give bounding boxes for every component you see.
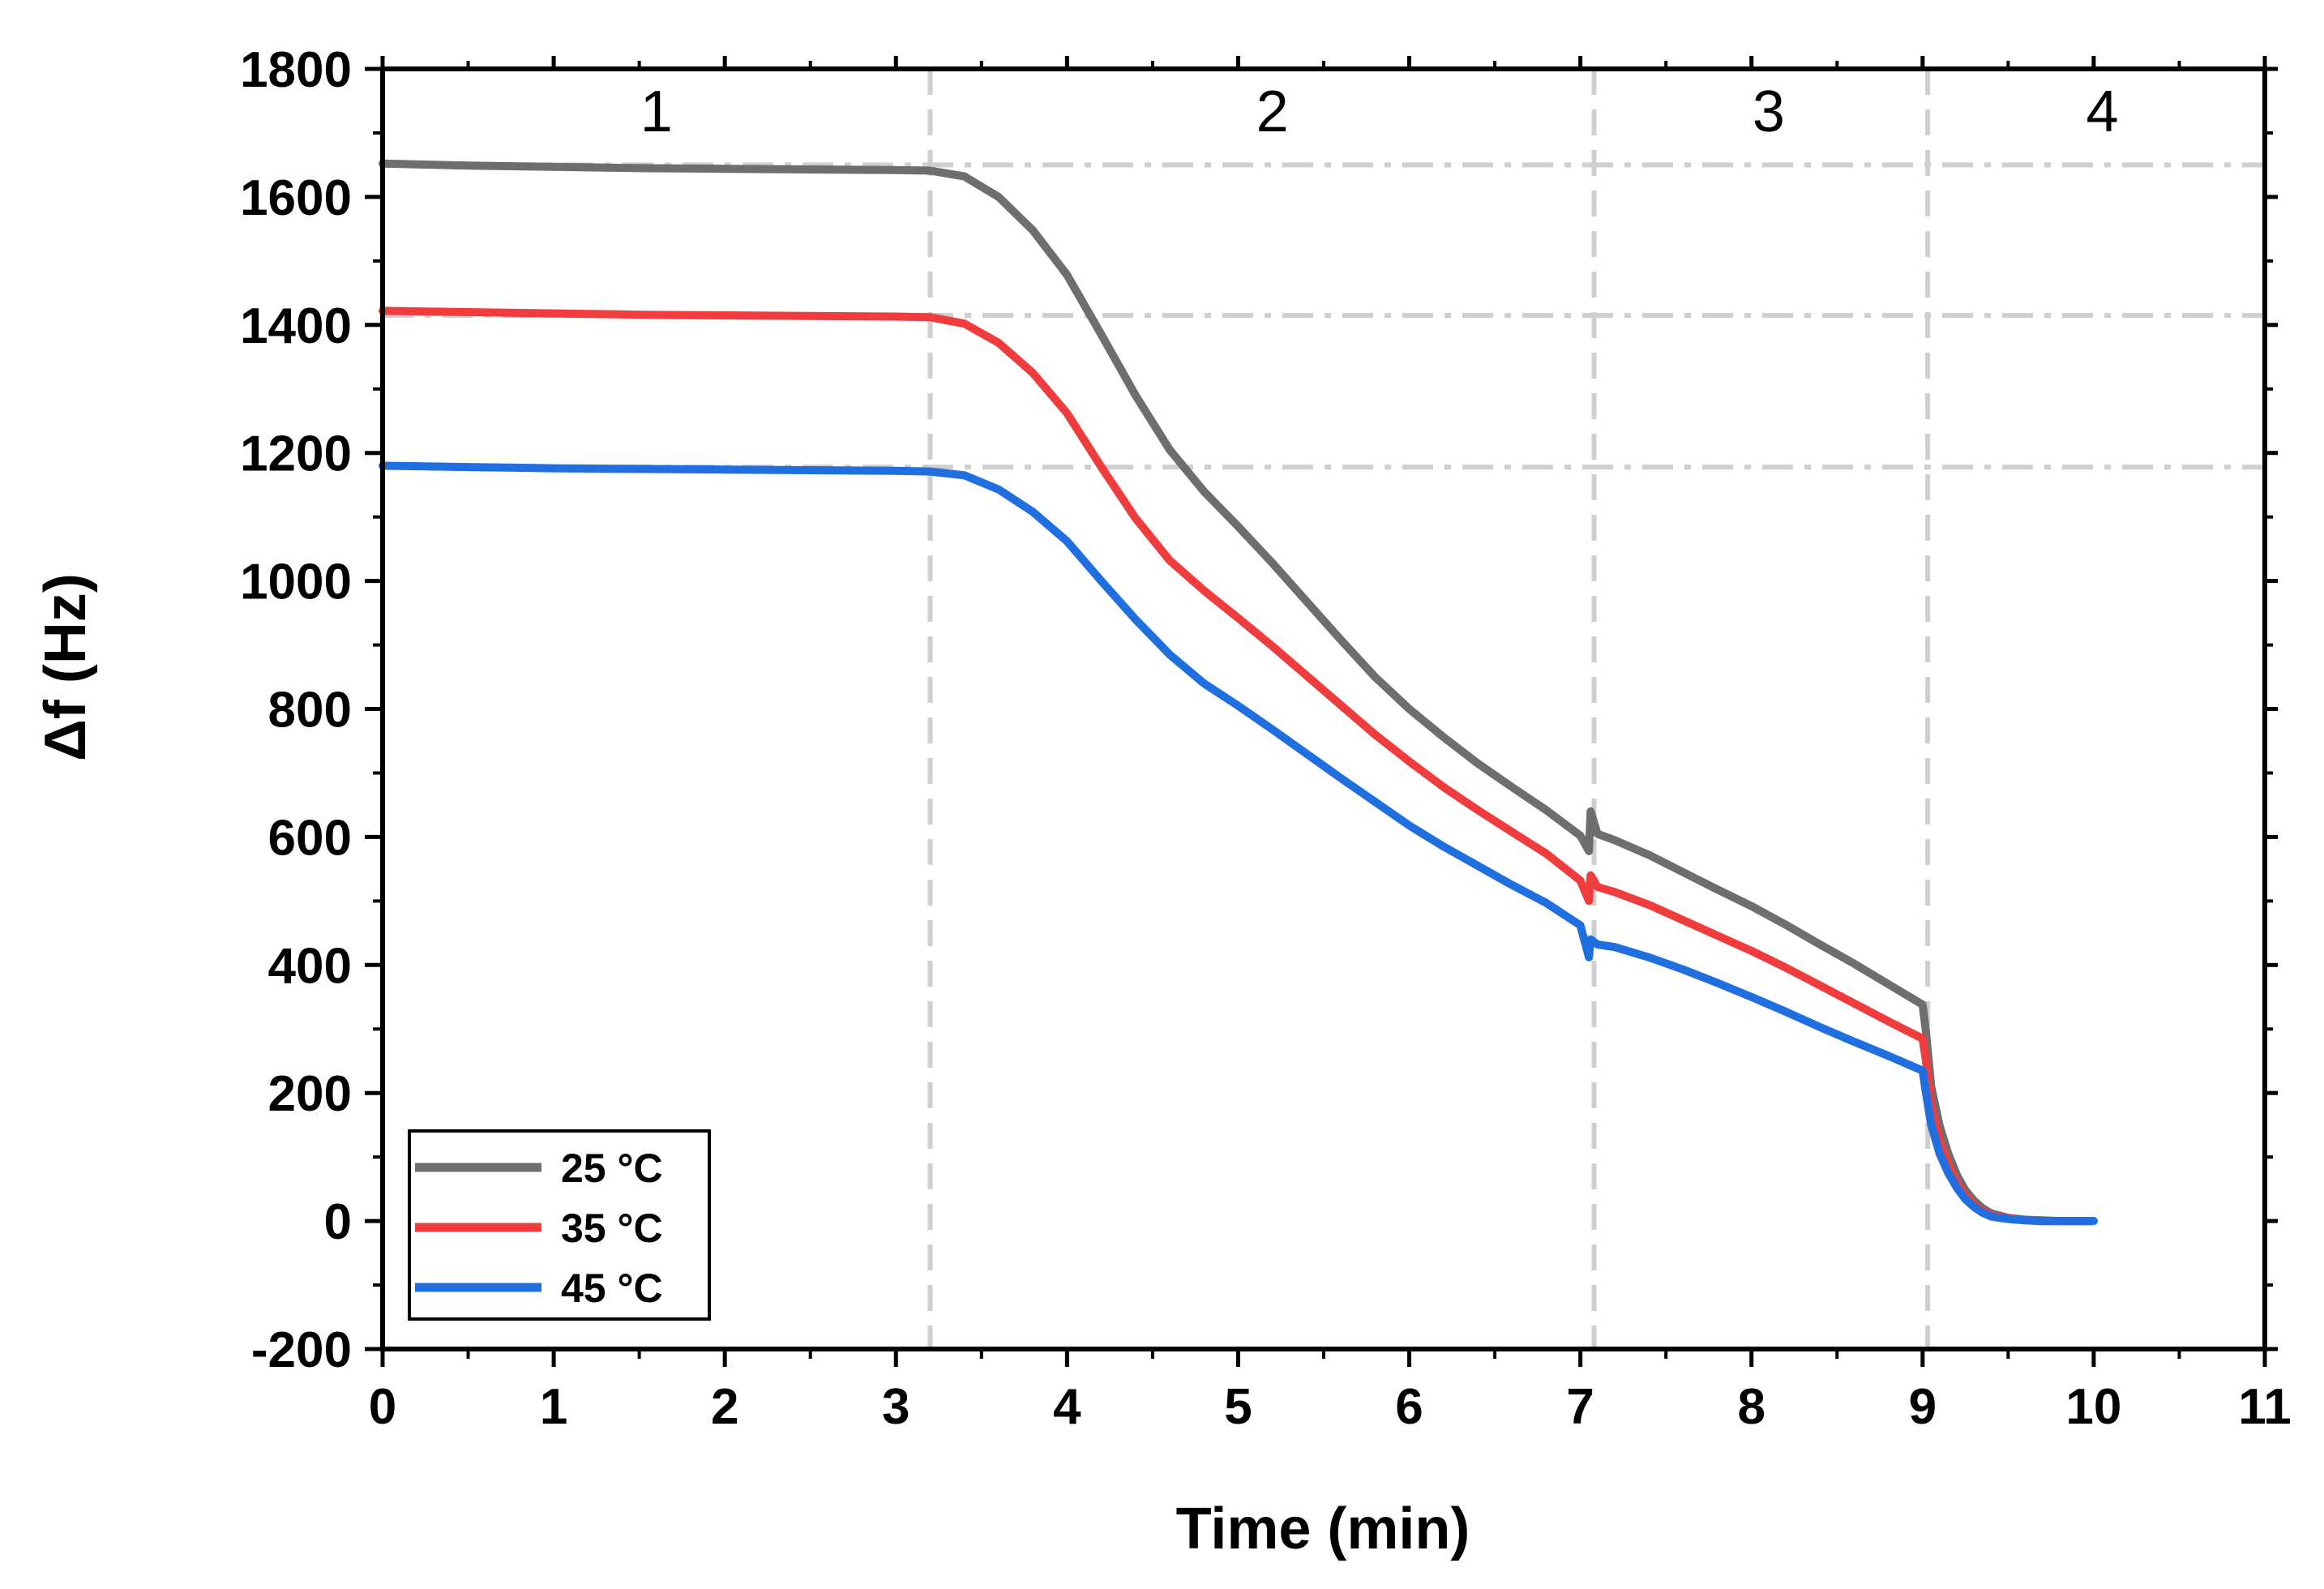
x-axis-title: Time (min) bbox=[1176, 1497, 1470, 1561]
series-group bbox=[379, 159, 2098, 1226]
region-label: 3 bbox=[1753, 79, 1785, 144]
legend-label: 35 °C bbox=[561, 1206, 663, 1251]
y-tick-label: 200 bbox=[268, 1066, 352, 1122]
y-tick-label: 1400 bbox=[240, 298, 352, 354]
legend-label: 25 °C bbox=[561, 1146, 663, 1191]
legend: 25 °C 35 °C 45 °C bbox=[408, 1129, 711, 1321]
x-tick-label: 7 bbox=[1566, 1379, 1594, 1435]
y-tick-label: 600 bbox=[268, 810, 352, 866]
x-tick-label: 6 bbox=[1395, 1379, 1423, 1435]
region-label: 1 bbox=[640, 79, 673, 144]
x-tick-label: 11 bbox=[2238, 1379, 2292, 1435]
series-line bbox=[379, 461, 2098, 1226]
y-tick-label: -200 bbox=[251, 1322, 352, 1378]
y-tick-label: 1800 bbox=[240, 42, 352, 98]
x-tick-label: 9 bbox=[1909, 1379, 1937, 1435]
region-labels: 1 2 3 4 bbox=[640, 79, 2119, 144]
y-tick-label: 1000 bbox=[240, 555, 352, 610]
x-tick-label: 8 bbox=[1737, 1379, 1765, 1435]
x-tick-label: 10 bbox=[2065, 1379, 2121, 1435]
y-tick-label: 0 bbox=[324, 1194, 352, 1250]
region-boundaries bbox=[927, 69, 1931, 1349]
y-tick-label: 1200 bbox=[240, 426, 352, 482]
y-tick-label: 1600 bbox=[240, 170, 352, 226]
region-label: 4 bbox=[2086, 79, 2118, 144]
x-tick-label: 0 bbox=[369, 1379, 396, 1435]
y-tick-label: 400 bbox=[268, 938, 352, 994]
legend-label: 45 °C bbox=[561, 1266, 663, 1311]
x-tick-label: 5 bbox=[1224, 1379, 1252, 1435]
x-tick-label: 1 bbox=[540, 1379, 567, 1435]
region-label: 2 bbox=[1256, 79, 1289, 144]
x-tick-label: 3 bbox=[882, 1379, 909, 1435]
x-tick-label: 4 bbox=[1053, 1379, 1081, 1435]
y-tick-label: 800 bbox=[268, 683, 352, 739]
x-tick-label: 2 bbox=[711, 1379, 738, 1435]
y-axis-title: Δf (Hz) bbox=[33, 573, 98, 761]
axes: 0 1 2 3 4 5 6 7 8 9 10 11 -200 0 200 400 600 800 1000 1200 1… bbox=[240, 42, 2292, 1435]
